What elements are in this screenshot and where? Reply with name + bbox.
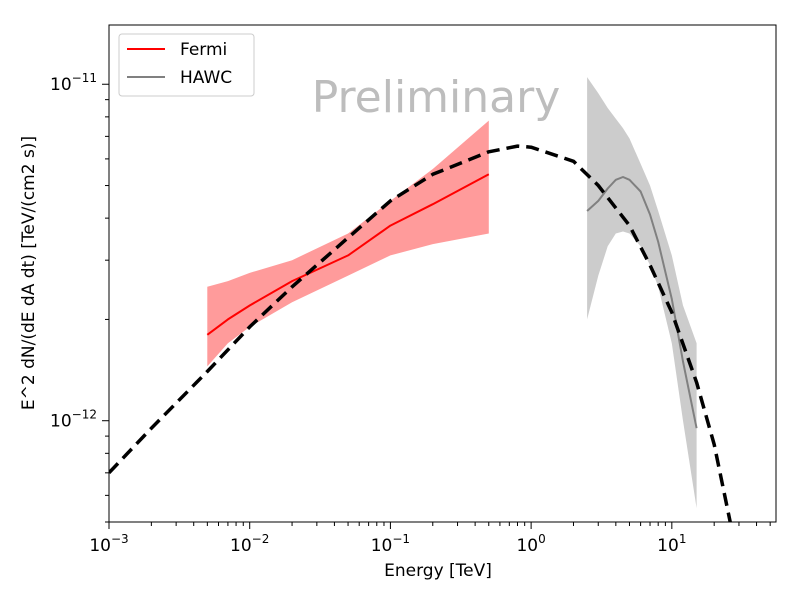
series-lines — [109, 144, 732, 522]
legend: Fermi HAWC — [118, 33, 255, 97]
hawc-error-band — [587, 77, 697, 509]
y-axis-label: E^2 dN/(dE dA dt) [TeV/(cm2 s)] — [19, 136, 39, 410]
hawc-series-line — [586, 176, 698, 429]
x-tick-label: 10−2 — [230, 532, 269, 556]
model-series-line — [109, 144, 732, 522]
x-tick-label: 101 — [657, 532, 686, 556]
x-tick-label: 10−3 — [89, 532, 128, 556]
axis-tick-labels: 10−3 10−2 10−1 100 101 10−12 10−11 — [50, 71, 686, 556]
x-tick-label: 100 — [516, 532, 545, 556]
x-axis-label: Energy [TeV] — [384, 561, 492, 581]
y-tick-label: 10−11 — [50, 71, 97, 95]
legend-hawc-label: HAWC — [180, 68, 232, 88]
legend-fermi-label: Fermi — [180, 40, 227, 60]
fermi-series-line — [206, 173, 490, 336]
plot-frame — [108, 24, 777, 523]
x-tick-label: 10−1 — [371, 532, 410, 556]
y-tick-label: 10−12 — [50, 408, 97, 432]
axis-ticks — [102, 83, 771, 529]
watermark-text: Preliminary — [312, 72, 560, 123]
